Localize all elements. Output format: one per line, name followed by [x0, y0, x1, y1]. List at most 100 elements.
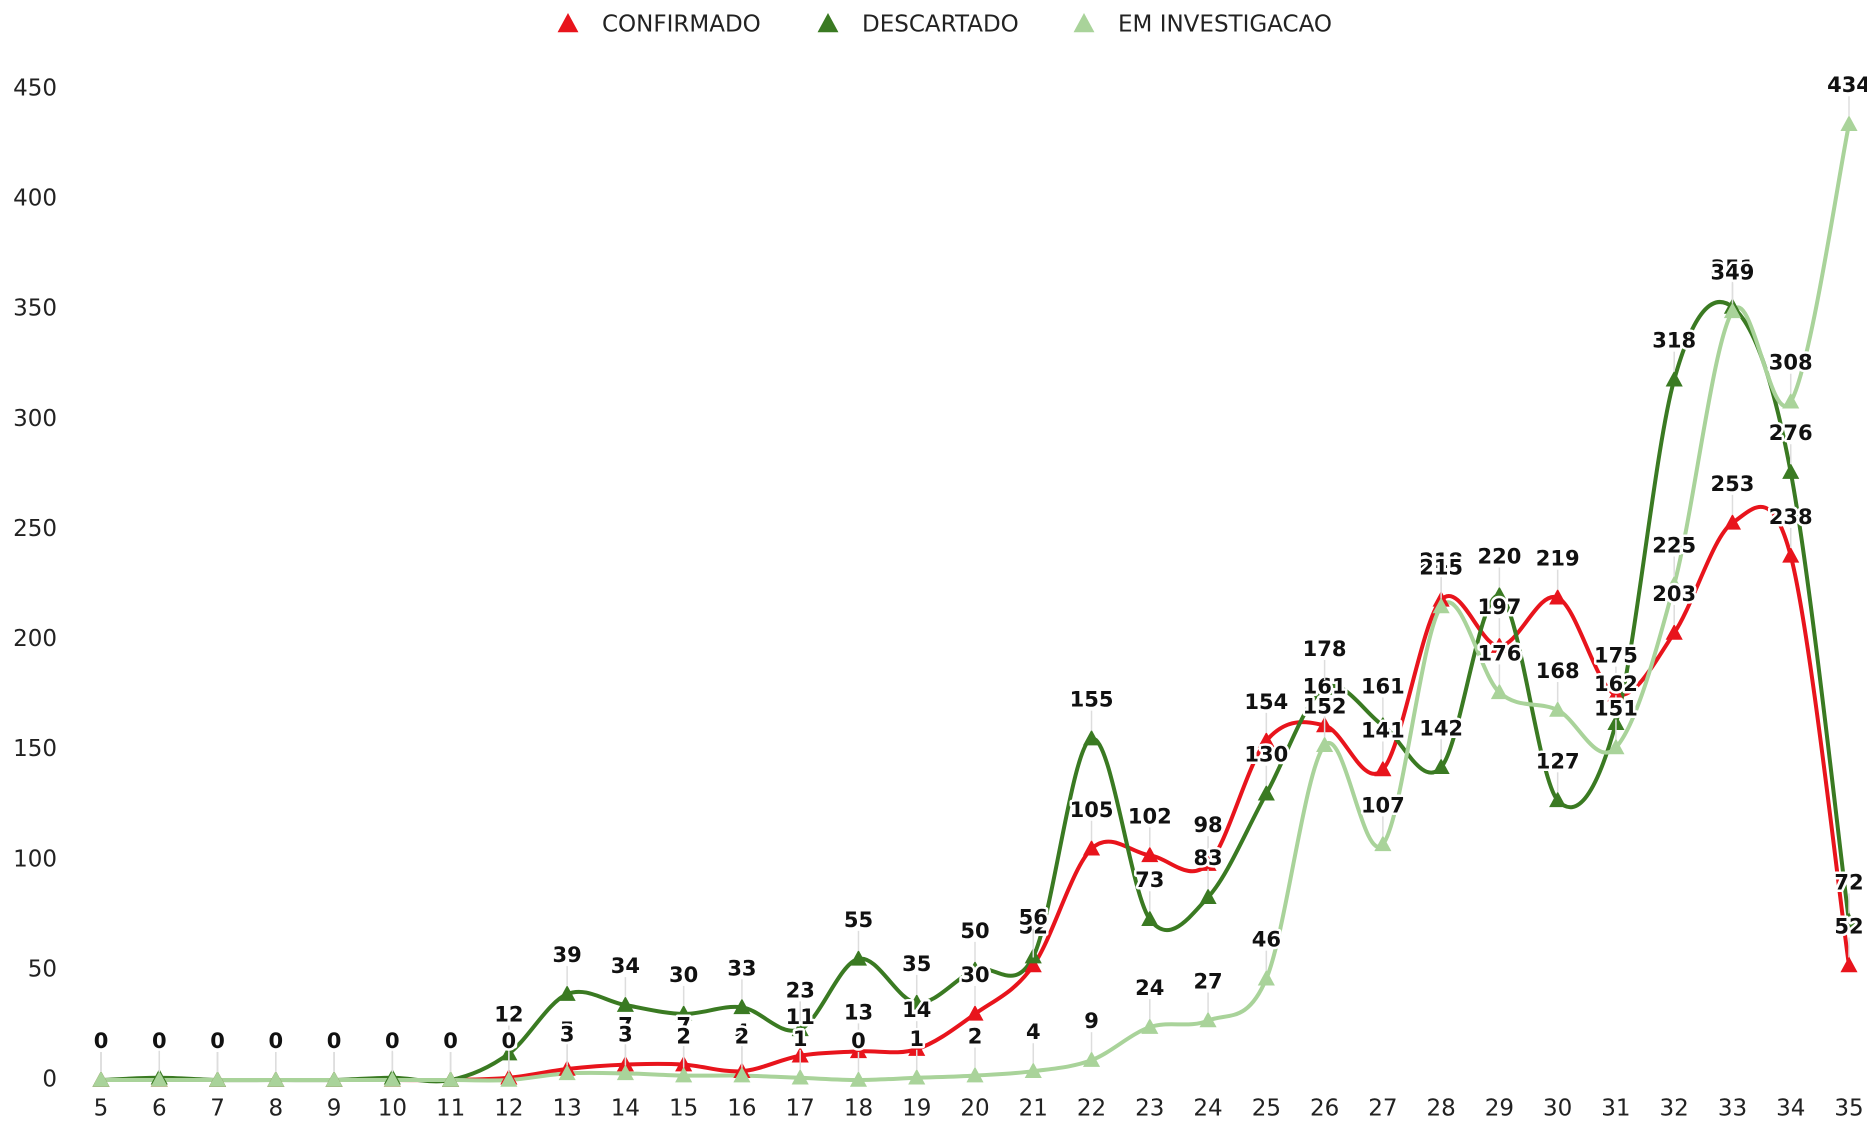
point-marker [1141, 910, 1159, 926]
data-label: 0 [851, 1029, 866, 1053]
data-label: 0 [443, 1029, 458, 1053]
data-label: 4 [1026, 1020, 1041, 1044]
data-label: 72 [1834, 870, 1863, 894]
data-label: 1 [385, 1027, 400, 1051]
x-tick-label: 8 [268, 1096, 283, 1122]
data-label: 55 [844, 908, 873, 932]
legend-label: DESCARTADO [862, 12, 1019, 38]
data-label: 98 [1193, 813, 1222, 837]
x-tick-label: 31 [1601, 1096, 1630, 1122]
data-label: 0 [385, 1029, 400, 1053]
point-marker [1665, 575, 1683, 592]
data-label: 1 [152, 1027, 167, 1051]
point-marker [1432, 597, 1450, 614]
point-marker [442, 1071, 460, 1087]
data-label: 349 [1711, 260, 1755, 284]
x-tick-label: 17 [786, 1096, 815, 1122]
point-marker [908, 1040, 926, 1056]
y-tick-label: 100 [13, 846, 57, 872]
data-label: 3 [560, 1022, 575, 1046]
data-label: 33 [727, 956, 756, 980]
data-label: 102 [1128, 804, 1172, 828]
legend-item: DESCARTADO [817, 12, 1019, 38]
data-label: 52 [1834, 914, 1863, 938]
y-tick-label: 0 [42, 1067, 57, 1093]
data-label: 107 [1361, 793, 1405, 817]
point-marker [1549, 588, 1567, 605]
data-label: 46 [1252, 928, 1281, 952]
x-tick-label: 19 [902, 1096, 931, 1122]
point-marker [1316, 736, 1334, 753]
data-label: 203 [1652, 582, 1696, 606]
point-marker [675, 1066, 693, 1083]
data-label: 161 [1361, 674, 1405, 698]
point-marker [849, 1071, 868, 1087]
data-label: 83 [1193, 846, 1222, 870]
data-label: 34 [611, 954, 640, 978]
x-tick-label: 25 [1252, 1096, 1281, 1122]
data-label: 0 [268, 1029, 283, 1053]
y-tick-label: 300 [13, 406, 57, 432]
point-marker [1432, 758, 1450, 775]
data-label: 1 [793, 1027, 808, 1051]
x-tick-label: 7 [210, 1096, 225, 1122]
data-label: 2 [676, 1025, 691, 1049]
x-tick-label: 35 [1834, 1096, 1863, 1122]
data-label: 215 [1419, 556, 1463, 580]
point-marker [1549, 791, 1567, 808]
data-label: 176 [1477, 641, 1521, 665]
x-tick-label: 12 [494, 1096, 523, 1122]
data-label: 219 [1536, 547, 1580, 571]
point-marker [383, 1071, 401, 1087]
data-label: 0 [327, 1029, 342, 1053]
data-label: 0 [443, 1029, 458, 1053]
data-label: 2 [735, 1025, 750, 1049]
x-tick-label: 13 [552, 1096, 581, 1122]
data-label: 434 [1827, 73, 1867, 97]
point-marker [1665, 370, 1683, 387]
data-label: 155 [1070, 688, 1114, 712]
data-label: 23 [786, 978, 815, 1002]
y-tick-label: 400 [13, 186, 57, 212]
data-label: 318 [1652, 329, 1696, 353]
data-label: 0 [502, 1029, 517, 1053]
legend-marker [557, 13, 579, 33]
data-label: 0 [152, 1029, 167, 1053]
data-label: 0 [268, 1029, 283, 1053]
point-marker [1257, 731, 1275, 748]
point-marker [966, 960, 984, 977]
x-tick-label: 11 [436, 1096, 465, 1122]
x-tick-label: 14 [611, 1096, 640, 1122]
data-label: 30 [669, 963, 698, 987]
point-marker [616, 1064, 634, 1081]
data-label: 1 [909, 1027, 924, 1051]
point-marker [1607, 738, 1625, 755]
point-marker [1141, 1018, 1159, 1034]
legend-item: EM INVESTIGACAO [1073, 12, 1332, 38]
x-tick-label: 16 [727, 1096, 756, 1122]
data-label: 27 [1193, 970, 1222, 994]
data-label: 24 [1135, 976, 1164, 1000]
x-tick-label: 34 [1776, 1096, 1805, 1122]
point-marker [791, 1068, 809, 1085]
data-label: 5 [560, 1018, 575, 1042]
point-marker [150, 1071, 168, 1087]
point-marker [1199, 1011, 1217, 1028]
data-label: 4 [735, 1020, 750, 1044]
point-marker [616, 996, 634, 1012]
data-label: 276 [1769, 421, 1813, 445]
data-label: 151 [1594, 696, 1638, 720]
point-marker [1024, 1062, 1042, 1078]
point-marker [1665, 623, 1683, 640]
x-tick-label: 32 [1660, 1096, 1689, 1122]
x-tick-label: 5 [94, 1096, 109, 1122]
point-marker [675, 1004, 693, 1021]
data-label: 0 [210, 1029, 225, 1053]
data-label: 50 [960, 919, 989, 943]
data-label: 0 [443, 1029, 458, 1053]
data-label: 30 [960, 963, 989, 987]
point-marker [1607, 685, 1625, 702]
data-label: 2 [968, 1025, 983, 1049]
data-label: 12 [494, 1003, 523, 1027]
data-label: 3 [618, 1022, 633, 1046]
